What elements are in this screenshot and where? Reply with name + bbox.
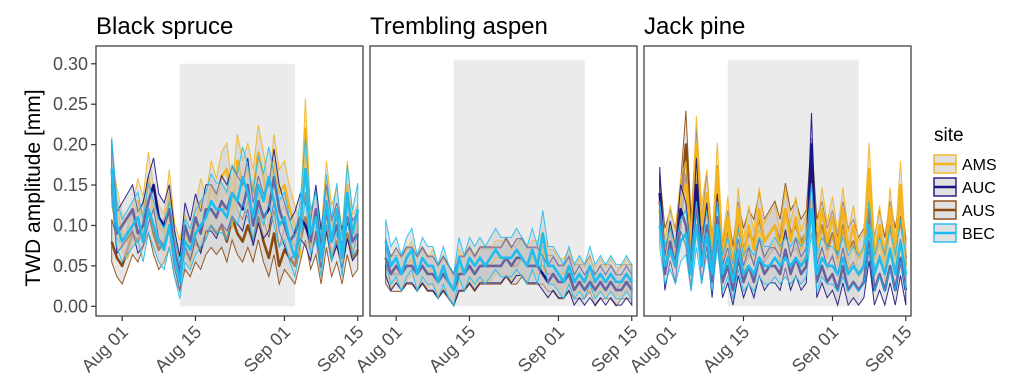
legend-label: AUC: [962, 180, 996, 197]
y-tick-label: 0.25: [53, 94, 88, 114]
x-tick-label: Sep 01: [514, 322, 568, 376]
y-tick-label: 0.00: [53, 296, 88, 316]
x-tick-label: Sep 01: [788, 322, 842, 376]
legend-label: AUS: [962, 203, 995, 220]
legend-label: BEC: [962, 226, 995, 243]
y-tick-label: 0.30: [53, 54, 88, 74]
series-line-auc: [384, 256, 633, 292]
panel-title: Black spruce: [96, 13, 233, 40]
legend: site AMS AUC AUS BEC: [933, 125, 997, 243]
x-tick-label: Sep 15: [861, 322, 915, 376]
series-line-bec: [658, 208, 908, 284]
band-bec: [111, 137, 359, 299]
series-line-bec: [384, 232, 633, 292]
x-tick-label: Aug 15: [151, 322, 205, 376]
legend-item-ams: AMS: [933, 154, 997, 174]
series-line-bec: [110, 167, 360, 284]
panel-frame: [643, 45, 912, 317]
x-tick-label: Aug 01: [78, 322, 132, 376]
x-tick-label: Aug 15: [699, 322, 753, 376]
legend-item-auc: AUC: [933, 177, 996, 197]
legend-item-aus: AUS: [933, 200, 995, 220]
x-tick-label: Aug 15: [425, 322, 479, 376]
legend-item-bec: BEC: [933, 223, 995, 243]
y-tick-label: 0.10: [53, 215, 88, 235]
panel-frame: [369, 45, 638, 317]
x-tick-label: Sep 01: [240, 322, 294, 376]
panel-frame: [95, 45, 364, 317]
y-tick-label: 0.15: [53, 175, 88, 195]
panel-title: Trembling aspen: [370, 13, 548, 40]
y-tick-label: 0.05: [53, 256, 88, 276]
panel-title: Jack pine: [644, 13, 745, 40]
y-tick-label: 0.20: [53, 135, 88, 155]
legend-label: AMS: [962, 157, 997, 174]
chart-panels: Black spruce Aug 01 Aug 15 Sep 01 Sep 15 0.00…: [53, 13, 916, 376]
legend-title: site: [934, 125, 964, 146]
y-axis-title: TWD amplitude [mm]: [22, 89, 45, 286]
